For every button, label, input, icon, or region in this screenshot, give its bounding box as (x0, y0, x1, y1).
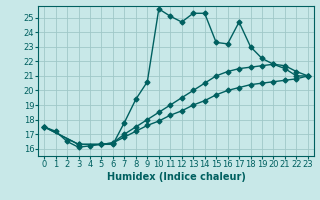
X-axis label: Humidex (Indice chaleur): Humidex (Indice chaleur) (107, 172, 245, 182)
